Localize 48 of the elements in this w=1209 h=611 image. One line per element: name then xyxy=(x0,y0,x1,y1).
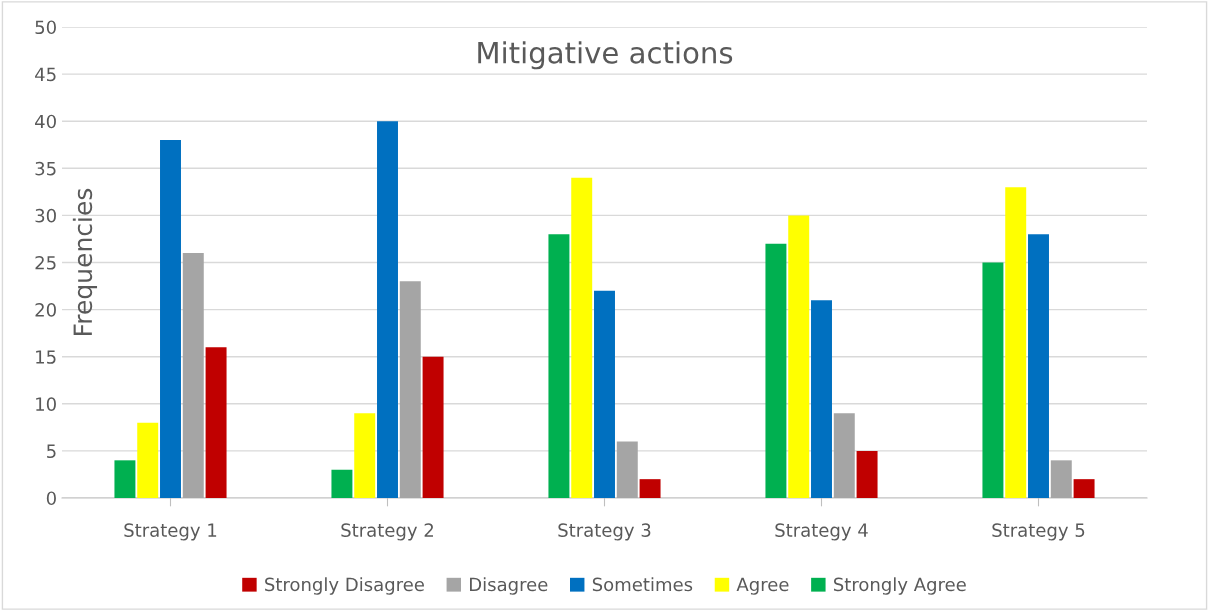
x-tick-label: Strategy 2 xyxy=(341,523,433,541)
y-tick-label: 35 xyxy=(35,161,56,176)
bar xyxy=(639,479,661,498)
bar xyxy=(548,234,570,498)
bar xyxy=(182,253,204,498)
legend-label: Sometimes xyxy=(592,577,693,592)
bar xyxy=(377,121,398,498)
bar xyxy=(1028,234,1049,498)
bar xyxy=(422,356,444,498)
bar xyxy=(594,290,615,498)
legend-label: Agree xyxy=(736,577,789,595)
bar xyxy=(616,441,638,498)
bar xyxy=(1050,460,1072,498)
y-tick-label: 30 xyxy=(35,208,56,223)
y-tick-label: 45 xyxy=(35,67,56,82)
bar xyxy=(399,281,421,498)
bar xyxy=(1005,187,1027,498)
y-axis-title: Frequencies xyxy=(72,188,98,335)
x-tick-label: Strategy 1 xyxy=(124,523,217,541)
bar xyxy=(765,243,787,498)
y-tick-label: 5 xyxy=(47,444,56,459)
bar xyxy=(571,177,593,498)
legend-label: Disagree xyxy=(470,577,548,595)
bar xyxy=(833,413,855,498)
bar xyxy=(811,300,832,498)
chart-title: Mitigative actions xyxy=(478,41,733,70)
x-tick-label: Strategy 3 xyxy=(558,523,651,541)
bar xyxy=(205,347,227,498)
y-tick-label: 10 xyxy=(36,397,56,411)
y-tick-label: 25 xyxy=(35,255,56,270)
bar xyxy=(788,215,810,498)
bar xyxy=(354,413,376,498)
y-tick-label: 50 xyxy=(35,20,56,35)
legend-label: Strongly Agree xyxy=(833,577,966,595)
y-tick-label: 20 xyxy=(35,303,56,317)
bar xyxy=(331,469,353,498)
bar xyxy=(982,262,1004,498)
bar xyxy=(114,460,136,498)
y-tick-label: 0 xyxy=(46,491,56,506)
bar xyxy=(1073,479,1095,498)
y-tick-label: 40 xyxy=(35,114,56,129)
x-tick-label: Strategy 4 xyxy=(775,523,868,541)
bar xyxy=(856,450,878,498)
bar xyxy=(160,140,181,498)
bar xyxy=(137,422,159,498)
legend-label: Strongly Disagree xyxy=(265,577,424,595)
y-tick-label: 15 xyxy=(36,350,56,364)
x-tick-label: Strategy 5 xyxy=(992,523,1085,541)
